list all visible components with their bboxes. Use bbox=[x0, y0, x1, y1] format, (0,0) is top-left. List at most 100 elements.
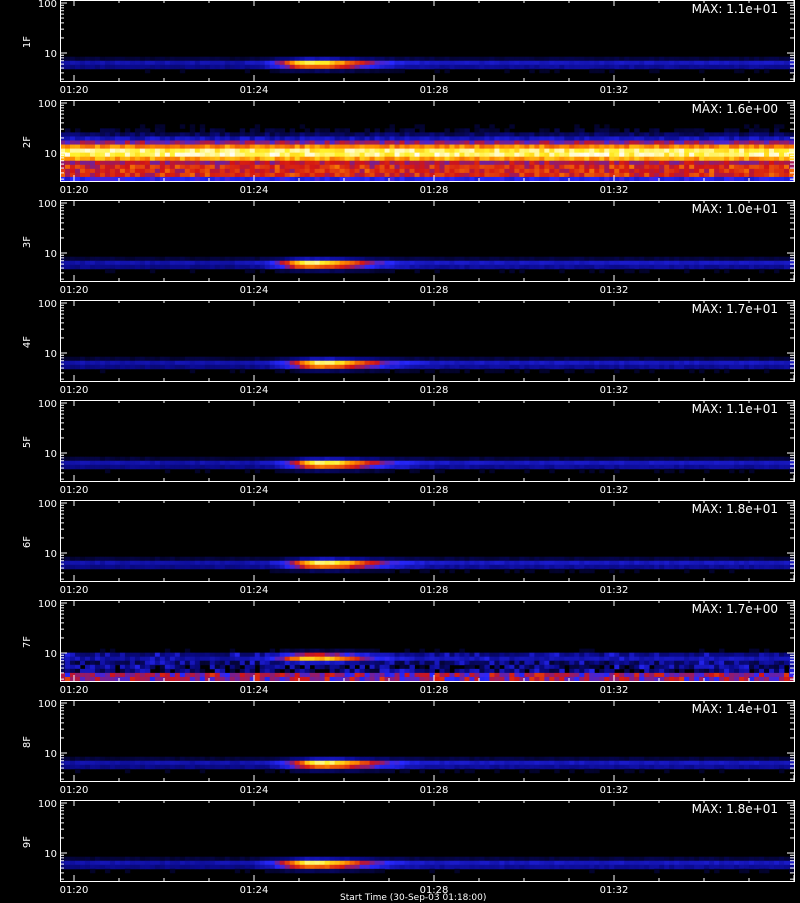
heatmap-cell bbox=[684, 161, 689, 165]
heatmap-cell bbox=[444, 561, 449, 565]
heatmap-cell bbox=[295, 145, 300, 149]
heatmap-cell bbox=[494, 265, 499, 269]
heatmap-cell bbox=[454, 128, 459, 132]
heatmap-cell bbox=[285, 173, 290, 177]
heatmap-cell bbox=[479, 357, 484, 361]
heatmap-cell bbox=[405, 361, 410, 365]
heatmap-cell bbox=[754, 124, 759, 128]
heatmap-cell bbox=[714, 157, 719, 161]
heatmap-cell bbox=[380, 561, 385, 565]
heatmap-cell bbox=[215, 128, 220, 132]
heatmap-cell bbox=[749, 561, 754, 565]
heatmap-cell bbox=[434, 653, 439, 657]
heatmap-cell bbox=[509, 357, 514, 361]
heatmap-cell bbox=[749, 649, 754, 653]
heatmap-cell bbox=[140, 361, 145, 365]
heatmap-cell bbox=[170, 653, 175, 657]
heatmap-cell bbox=[425, 65, 430, 69]
heatmap-cell bbox=[415, 257, 420, 261]
heatmap-cell bbox=[719, 165, 724, 169]
heatmap-cell bbox=[320, 557, 325, 561]
heatmap-cell bbox=[494, 132, 499, 136]
heatmap-cell bbox=[529, 169, 534, 173]
heatmap-cell bbox=[654, 128, 659, 132]
heatmap-cell bbox=[524, 153, 529, 157]
heatmap-cell bbox=[674, 365, 679, 369]
heatmap-cell bbox=[784, 557, 789, 561]
heatmap-cell bbox=[305, 565, 310, 569]
heatmap-cell bbox=[190, 465, 195, 469]
heatmap-cell bbox=[430, 149, 435, 153]
heatmap-cell bbox=[340, 57, 345, 61]
heatmap-cell bbox=[320, 257, 325, 261]
heatmap-cell bbox=[569, 557, 574, 561]
heatmap-cell bbox=[444, 169, 449, 173]
heatmap-cell bbox=[270, 649, 275, 653]
heatmap-cell bbox=[140, 177, 145, 181]
heatmap-cell bbox=[395, 141, 400, 145]
heatmap-cell bbox=[764, 65, 769, 69]
heatmap-cell bbox=[749, 161, 754, 165]
heatmap-cell bbox=[250, 565, 255, 569]
heatmap-cell bbox=[484, 361, 489, 365]
heatmap-cell bbox=[784, 365, 789, 369]
heatmap-cell bbox=[734, 128, 739, 132]
heatmap-cell bbox=[110, 173, 115, 177]
heatmap-cell bbox=[564, 457, 569, 461]
heatmap-cell bbox=[664, 145, 669, 149]
heatmap-cell bbox=[95, 257, 100, 261]
x-tick-label: 01:24 bbox=[240, 485, 269, 496]
heatmap-cell bbox=[499, 465, 504, 469]
heatmap-cell bbox=[654, 161, 659, 165]
heatmap-cell bbox=[105, 161, 110, 165]
heatmap-cell bbox=[434, 461, 439, 465]
x-tick-label: 01:24 bbox=[240, 285, 269, 296]
heatmap-cell bbox=[469, 561, 474, 565]
heatmap-cell bbox=[400, 149, 405, 153]
heatmap-cell bbox=[230, 132, 235, 136]
heatmap-cell bbox=[634, 565, 639, 569]
heatmap-cell bbox=[679, 461, 684, 465]
heatmap-cell bbox=[769, 141, 774, 145]
heatmap-cell bbox=[240, 61, 245, 65]
heatmap-cell bbox=[145, 128, 150, 132]
heatmap-cell bbox=[395, 261, 400, 265]
heatmap-cell bbox=[744, 461, 749, 465]
heatmap-cell bbox=[205, 357, 210, 361]
heatmap-cell bbox=[714, 265, 719, 269]
heatmap-cell bbox=[385, 173, 390, 177]
heatmap-cell bbox=[405, 153, 410, 157]
heatmap-cell bbox=[380, 357, 385, 361]
heatmap-cell bbox=[135, 169, 140, 173]
heatmap-cell bbox=[574, 261, 579, 265]
heatmap-cell bbox=[400, 365, 405, 369]
heatmap-cell bbox=[784, 141, 789, 145]
heatmap-cell bbox=[115, 57, 120, 61]
heatmap-cell bbox=[559, 361, 564, 365]
heatmap-cell bbox=[260, 145, 265, 149]
heatmap-cell bbox=[789, 145, 794, 149]
heatmap-cell bbox=[734, 161, 739, 165]
heatmap-cell bbox=[180, 169, 185, 173]
heatmap-cell bbox=[325, 469, 330, 473]
heatmap-cell bbox=[499, 261, 504, 265]
heatmap-cell bbox=[270, 261, 275, 265]
heatmap-cell bbox=[674, 165, 679, 169]
heatmap-cell bbox=[624, 161, 629, 165]
heatmap-cell bbox=[614, 145, 619, 149]
heatmap-cell bbox=[300, 141, 305, 145]
heatmap-cell bbox=[579, 569, 584, 573]
heatmap-cell bbox=[719, 65, 724, 69]
heatmap-cell bbox=[180, 149, 185, 153]
heatmap-cell bbox=[210, 132, 215, 136]
heatmap-cell bbox=[459, 457, 464, 461]
heatmap-cell bbox=[340, 149, 345, 153]
heatmap-cell bbox=[684, 361, 689, 365]
heatmap-cell bbox=[434, 457, 439, 461]
heatmap-cell bbox=[659, 361, 664, 365]
heatmap-cell bbox=[769, 157, 774, 161]
heatmap-cell bbox=[335, 65, 340, 69]
heatmap-cell bbox=[315, 269, 320, 273]
heatmap-cell bbox=[145, 257, 150, 261]
heatmap-cell bbox=[350, 261, 355, 265]
